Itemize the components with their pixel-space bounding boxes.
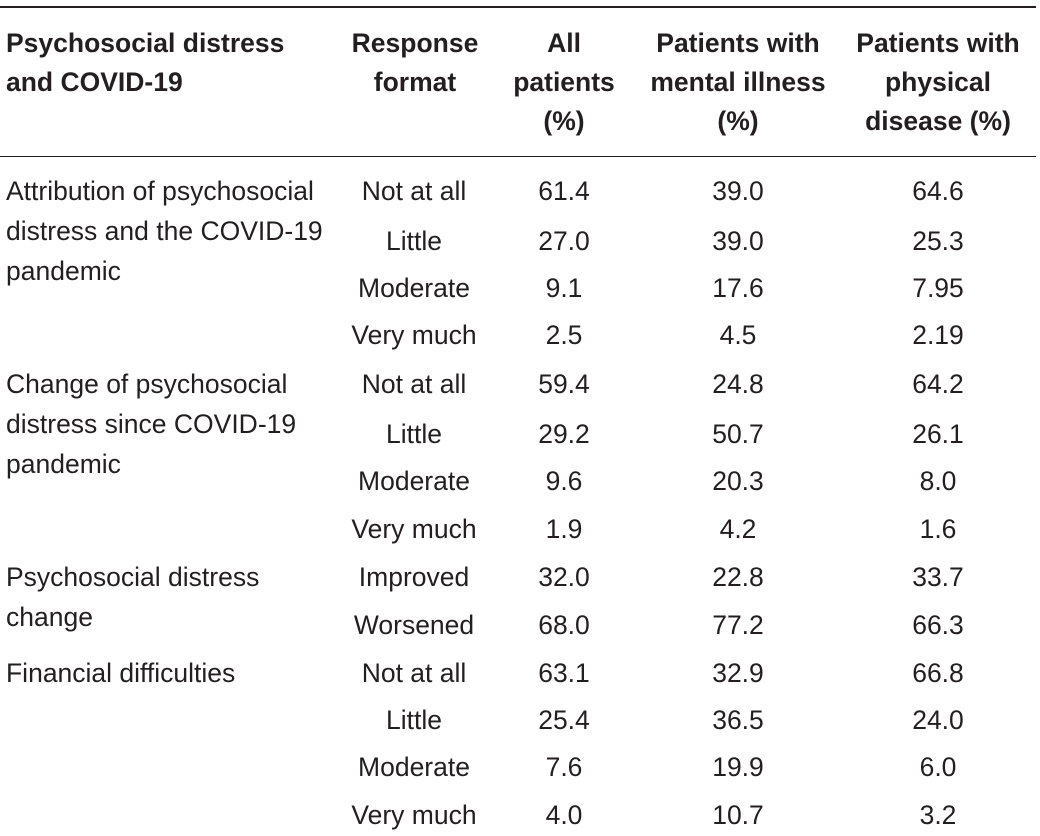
mental-illness-cell: 10.7 — [712, 800, 764, 830]
all-patients-cell: 29.2 — [538, 419, 590, 449]
response-cell: Moderate — [358, 466, 470, 496]
group-label: Attribution of psychosocial distress and… — [6, 176, 323, 286]
all-patients-cell: 63.1 — [538, 658, 590, 688]
response-cell: Little — [386, 226, 442, 256]
response-cell: Little — [386, 419, 442, 449]
response-cell: Moderate — [358, 273, 470, 303]
mental-illness-cell: 4.2 — [719, 514, 757, 544]
all-patients-cell: 4.0 — [545, 800, 583, 830]
group-label: Psychosocial distress change — [6, 562, 260, 632]
response-cell: Little — [386, 705, 442, 735]
physical-disease-cell: 1.6 — [919, 514, 957, 544]
all-patients-cell: 1.9 — [545, 514, 583, 544]
response-cell: Not at all — [361, 176, 467, 206]
all-patients-cell: 25.4 — [538, 705, 590, 735]
header-rule — [0, 156, 1036, 157]
mental-illness-cell: 50.7 — [712, 419, 764, 449]
all-patients-cell: 9.6 — [545, 466, 583, 496]
all-patients-cell: 68.0 — [538, 610, 590, 640]
top-rule — [0, 6, 1036, 8]
physical-disease-cell: 64.2 — [912, 369, 964, 399]
response-cell: Very much — [351, 800, 477, 830]
mental-illness-cell: 17.6 — [712, 273, 764, 303]
physical-disease-cell: 66.8 — [912, 658, 964, 688]
group-label: Change of psychosocial distress since CO… — [6, 369, 297, 479]
physical-disease-cell: 6.0 — [919, 752, 957, 782]
all-patients-cell: 61.4 — [538, 176, 590, 206]
mental-illness-cell: 4.5 — [719, 320, 757, 350]
header-category: Psychosocial distress and COVID-19 — [6, 28, 285, 97]
mental-illness-cell: 32.9 — [712, 658, 764, 688]
mental-illness-cell: 20.3 — [712, 466, 764, 496]
mental-illness-cell: 36.5 — [712, 705, 764, 735]
all-patients-cell: 32.0 — [538, 562, 590, 592]
response-cell: Worsened — [353, 610, 475, 640]
all-patients-cell: 7.6 — [545, 752, 583, 782]
mental-illness-cell: 77.2 — [712, 610, 764, 640]
physical-disease-cell: 26.1 — [912, 419, 964, 449]
physical-disease-cell: 24.0 — [912, 705, 964, 735]
mental-illness-cell: 39.0 — [712, 176, 764, 206]
physical-disease-cell: 2.19 — [912, 320, 964, 350]
group-label: Financial difficulties — [6, 658, 236, 688]
mental-illness-cell: 19.9 — [712, 752, 764, 782]
all-patients-cell: 9.1 — [545, 273, 583, 303]
physical-disease-cell: 25.3 — [912, 226, 964, 256]
physical-disease-cell: 33.7 — [912, 562, 964, 592]
response-cell: Very much — [351, 320, 477, 350]
response-cell: Improved — [358, 562, 470, 592]
header-mental-illness: Patients with mental illness (%) — [650, 28, 826, 136]
mental-illness-cell: 24.8 — [712, 369, 764, 399]
all-patients-cell: 2.5 — [545, 320, 583, 350]
all-patients-cell: 59.4 — [538, 369, 590, 399]
physical-disease-cell: 8.0 — [919, 466, 957, 496]
physical-disease-cell: 66.3 — [912, 610, 964, 640]
mental-illness-cell: 39.0 — [712, 226, 764, 256]
all-patients-cell: 27.0 — [538, 226, 590, 256]
mental-illness-cell: 22.8 — [712, 562, 764, 592]
response-cell: Not at all — [361, 369, 467, 399]
header-response-format: Response format — [351, 28, 479, 97]
header-all-patients: All patients (%) — [513, 28, 615, 136]
response-cell: Moderate — [358, 752, 470, 782]
physical-disease-cell: 64.6 — [912, 176, 964, 206]
physical-disease-cell: 3.2 — [919, 800, 957, 830]
response-cell: Not at all — [361, 658, 467, 688]
physical-disease-cell: 7.95 — [912, 273, 964, 303]
response-cell: Very much — [351, 514, 477, 544]
header-physical-disease: Patients with physical disease (%) — [856, 28, 1020, 136]
